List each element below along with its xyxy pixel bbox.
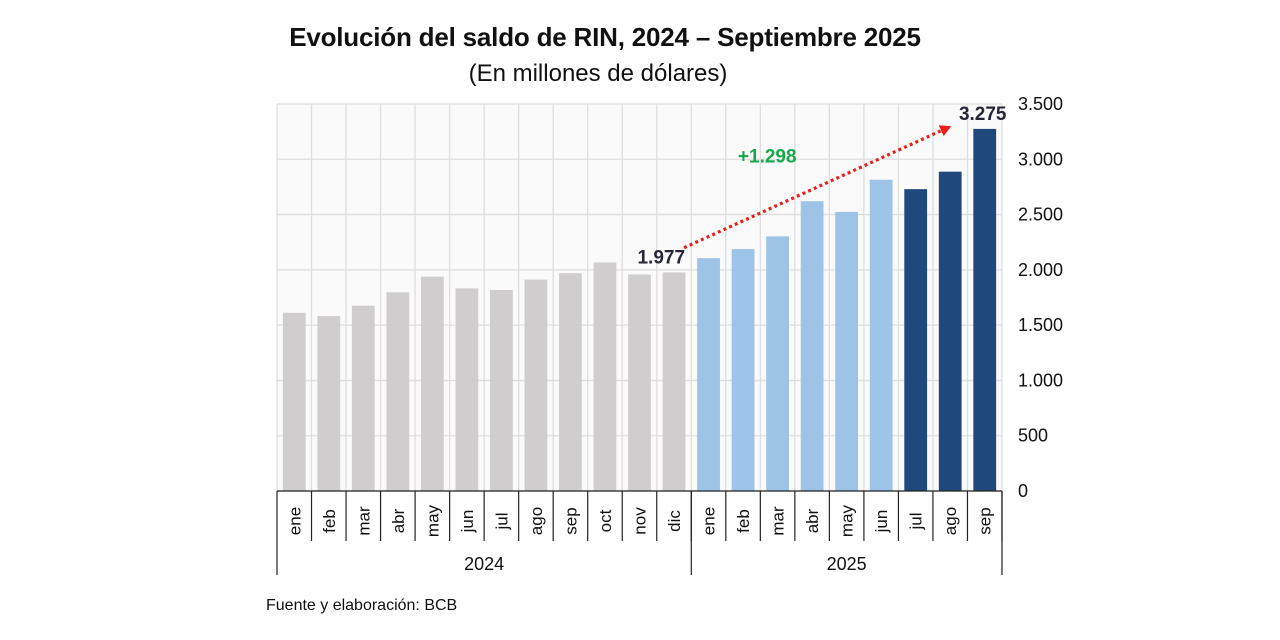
x-tick-label: feb: [320, 509, 339, 533]
x-tick-label: may: [423, 504, 442, 537]
bar: [490, 289, 513, 491]
chart-title: Evolución del saldo de RIN, 2024 – Septi…: [289, 22, 921, 52]
x-tick-label: abr: [389, 508, 408, 533]
bar: [455, 288, 479, 491]
chart-subtitle: (En millones de dólares): [468, 60, 728, 87]
y-tick-label: 2.000: [1018, 260, 1063, 280]
bar: [731, 249, 755, 491]
x-tick-label: jun: [458, 510, 477, 534]
change-annotation: +1.298: [738, 147, 797, 168]
bar: [766, 236, 789, 491]
bar: [420, 276, 444, 491]
x-tick-label: mar: [769, 506, 788, 536]
bar: [282, 312, 306, 491]
year-label: 2024: [464, 554, 504, 574]
bars: [282, 128, 997, 491]
x-tick-label: ene: [285, 507, 304, 535]
bar: [835, 211, 859, 491]
bar: [351, 305, 375, 491]
y-tick-label: 3.500: [1018, 94, 1063, 114]
data-labels: 1.977 3.275: [637, 104, 1006, 269]
y-tick-label: 1.500: [1018, 315, 1063, 335]
bar: [869, 179, 893, 491]
y-tick-label: 1.000: [1018, 370, 1063, 390]
annotations: +1.298: [683, 125, 952, 250]
x-tick-label: oct: [596, 509, 615, 532]
data-label: 3.275: [959, 104, 1007, 125]
bar: [662, 272, 686, 491]
bar: [904, 189, 928, 491]
x-tick-label: feb: [734, 509, 753, 533]
x-tick-label: ene: [700, 507, 719, 535]
source-note: Fuente y elaboración: BCB: [266, 597, 458, 614]
x-tick-label: dic: [665, 510, 684, 532]
x-tick-label: mar: [354, 506, 373, 536]
y-axis: 0 500 1.000 1.500 2.000 2.500 3.000 3.500: [1018, 94, 1063, 501]
x-tick-label: jul: [907, 512, 926, 530]
y-tick-label: 500: [1018, 426, 1048, 446]
x-tick-label: jul: [492, 512, 511, 530]
y-tick-label: 3.000: [1018, 149, 1063, 169]
y-tick-label: 0: [1018, 481, 1028, 501]
x-tick-label: abr: [803, 508, 822, 533]
x-axis: ene feb mar abr may jun jul ago sep oct nov dic2024…: [276, 490, 1003, 575]
bar: [593, 262, 617, 491]
bar: [800, 201, 824, 491]
x-tick-label: may: [838, 504, 857, 537]
x-tick-label: nov: [631, 507, 650, 535]
arrow-head-icon: [938, 125, 952, 137]
year-label: 2025: [827, 554, 867, 574]
x-tick-label: sep: [561, 507, 580, 534]
bar: [973, 128, 997, 491]
bar: [628, 274, 651, 491]
x-tick-label: ago: [941, 507, 960, 535]
data-label: 1.977: [637, 247, 685, 268]
x-tick-label: sep: [976, 507, 995, 534]
bar: [317, 316, 341, 491]
x-tick-label: jun: [872, 510, 891, 534]
bar: [524, 279, 548, 491]
bar: [559, 273, 582, 491]
bar: [938, 171, 962, 491]
bar: [386, 292, 410, 491]
x-tick-label: ago: [527, 507, 546, 535]
bar: [697, 258, 720, 491]
y-tick-label: 2.500: [1018, 205, 1063, 225]
